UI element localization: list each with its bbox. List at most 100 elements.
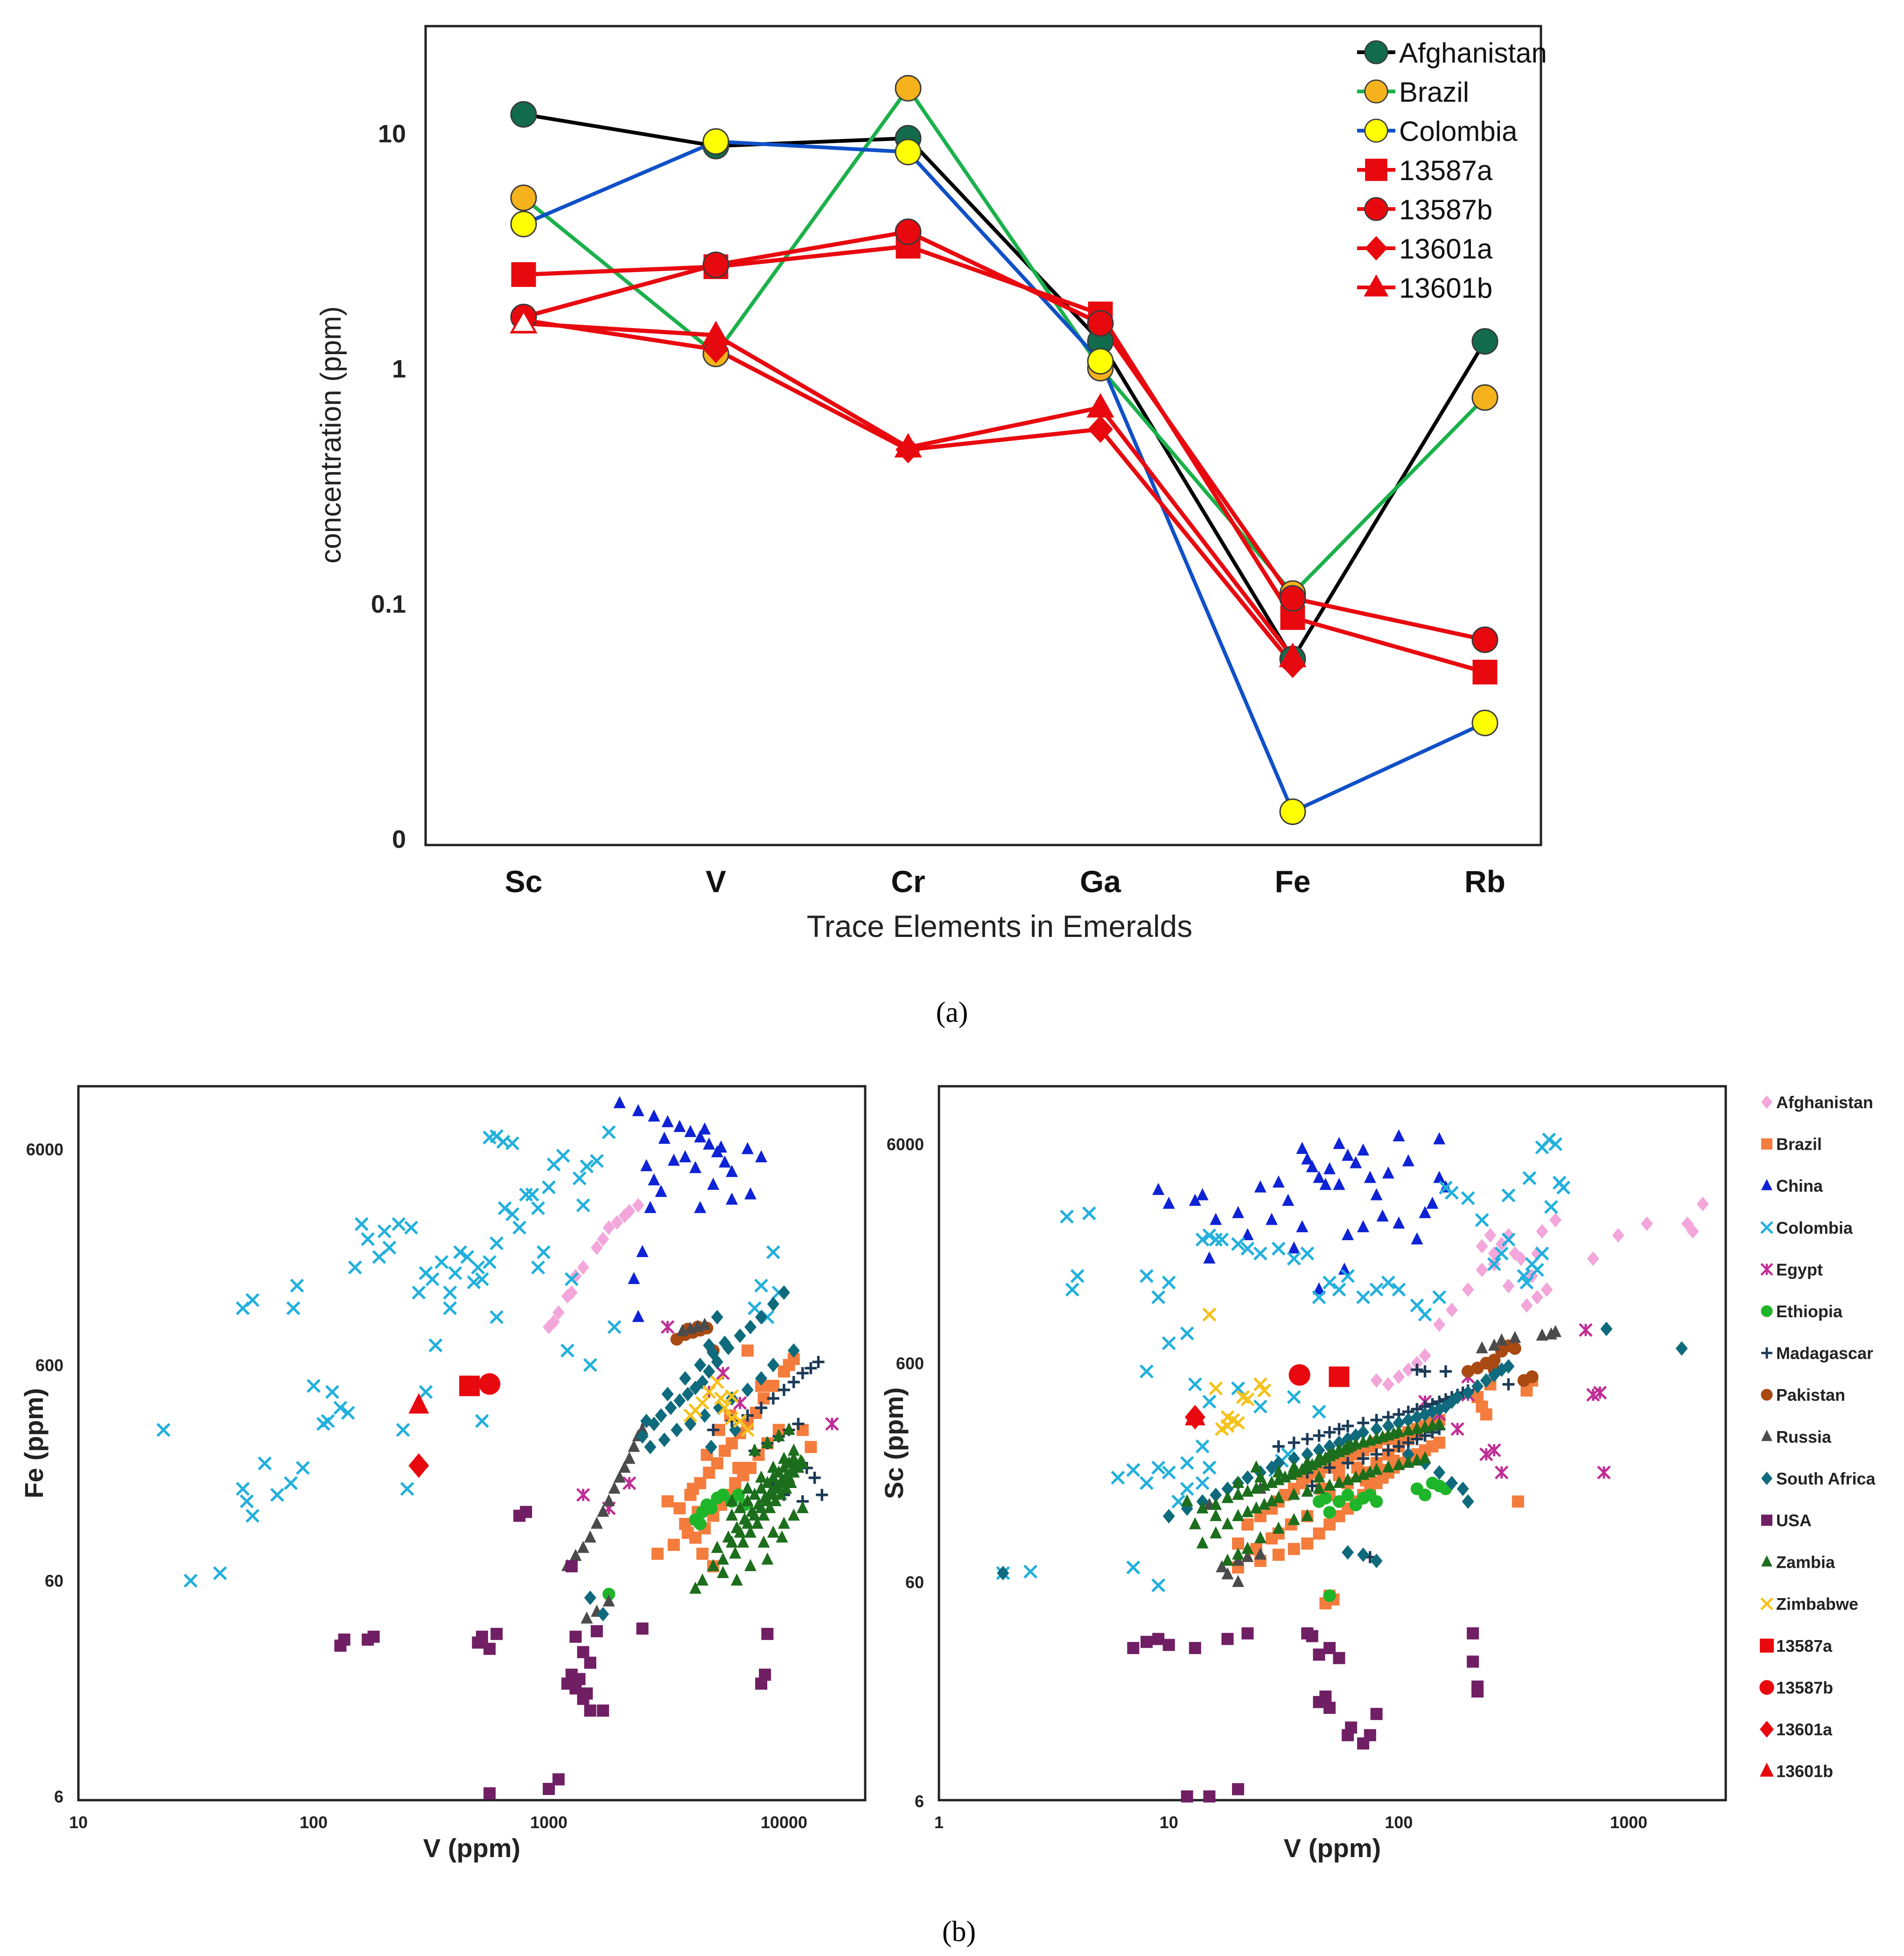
- point-zambia-31: [734, 1501, 746, 1513]
- point-russia-3: [1254, 1547, 1267, 1560]
- point-zambia-67: [761, 1552, 774, 1565]
- point-china-41: [1296, 1220, 1309, 1232]
- point-ethiopia-10: [602, 1587, 616, 1601]
- point-colombia-49: [1548, 1137, 1562, 1152]
- point-egypt-2: [1450, 1422, 1464, 1436]
- point-south-africa-24: [755, 1371, 768, 1386]
- point-china-33: [1433, 1171, 1446, 1183]
- y-tick-label: 600: [35, 1355, 63, 1375]
- point-zambia-17: [722, 1530, 735, 1543]
- point-egypt-6: [1579, 1323, 1593, 1337]
- point-zambia-80: [1250, 1460, 1263, 1473]
- point-colombia-8: [258, 1456, 272, 1471]
- point-colombia-75: [748, 1301, 762, 1315]
- point-china-25: [1376, 1209, 1389, 1222]
- point-colombia-67: [583, 1358, 597, 1372]
- point-colombia-72: [766, 1245, 780, 1259]
- point-colombia-27: [396, 1423, 410, 1437]
- point-china-23: [1364, 1171, 1376, 1183]
- point-south-africa-29: [1451, 1390, 1464, 1404]
- point-colombia-67: [1126, 1560, 1141, 1575]
- point-madagascar-37: [1439, 1365, 1452, 1378]
- point-afghanistan-3: [577, 1260, 589, 1275]
- legend-marker-afghanistan: [1761, 1095, 1772, 1109]
- point-south-africa-36: [703, 1338, 715, 1353]
- point-zambia-63: [778, 1516, 790, 1529]
- legend-label-afghanistan: Afghanistan: [1776, 1093, 1873, 1112]
- point-usa-20: [552, 1773, 565, 1786]
- point-china-5: [1210, 1213, 1222, 1225]
- point-usa-29: [569, 1630, 582, 1643]
- point-zambia-45: [1266, 1494, 1278, 1507]
- point-brazil-36: [741, 1344, 754, 1357]
- point-china-7: [703, 1137, 715, 1150]
- point-china-2: [648, 1109, 660, 1122]
- point-13587b-0: [478, 1373, 501, 1395]
- point-usa-6: [1203, 1790, 1216, 1803]
- legend-marker-13601a: [1365, 236, 1388, 261]
- point-colombia-7: [245, 1293, 260, 1307]
- legend-label-egypt: Egypt: [1776, 1260, 1823, 1279]
- point-zambia-19: [738, 1512, 751, 1525]
- legend-label-zimbabwe: Zimbabwe: [1776, 1594, 1858, 1614]
- point-colombia-27: [1312, 1290, 1326, 1305]
- point-china-12: [1288, 1241, 1300, 1254]
- point-zambia-72: [1232, 1547, 1245, 1560]
- point-south-africa-11: [734, 1328, 746, 1343]
- point-madagascar-14: [808, 1472, 821, 1484]
- point-usa-23: [759, 1669, 771, 1681]
- point-zambia-75: [1272, 1522, 1285, 1534]
- point-madagascar-33: [1502, 1378, 1515, 1390]
- point-13601a-0: [408, 1453, 429, 1478]
- point-colombia-0: [156, 1423, 171, 1437]
- point-egypt-9: [1597, 1466, 1611, 1480]
- point-colombia-33: [1381, 1275, 1395, 1290]
- point-china-38: [1333, 1178, 1345, 1190]
- point-south-africa-31: [719, 1335, 731, 1350]
- point-china-34: [1411, 1232, 1423, 1244]
- point-china-10: [1272, 1175, 1285, 1188]
- point-colombia-65: [531, 1201, 545, 1216]
- point-zambia-61: [757, 1535, 770, 1548]
- point-south-africa-20: [1382, 1418, 1394, 1433]
- point-usa-20: [1370, 1708, 1383, 1720]
- legend-label-zambia: Zambia: [1776, 1553, 1835, 1572]
- point-zambia-2: [717, 1552, 729, 1565]
- point-madagascar-0: [1272, 1440, 1285, 1453]
- point-colombia-5: [245, 1509, 260, 1523]
- data-point-brazil-sc: [510, 184, 537, 211]
- point-colombia-59: [1162, 1336, 1176, 1350]
- point-colombia-24: [377, 1224, 392, 1238]
- point-zambia-70: [1342, 1439, 1354, 1452]
- point-ethiopia-9: [1418, 1488, 1432, 1502]
- point-brazil-12: [767, 1380, 779, 1392]
- x-tick-label: 10: [69, 1813, 88, 1832]
- point-china-15: [655, 1185, 667, 1197]
- point-south-africa-44: [1342, 1545, 1354, 1560]
- point-zambia-46: [763, 1501, 776, 1513]
- legend-label-13601b: 13601b: [1399, 272, 1492, 304]
- point-brazil-37: [783, 1359, 795, 1371]
- point-afghanistan-7: [1445, 1302, 1458, 1317]
- legend-marker-zimbabwe: [1760, 1597, 1773, 1610]
- point-china-40: [1313, 1282, 1325, 1295]
- point-colombia-68: [1151, 1578, 1166, 1593]
- y-tick-label: 60: [905, 1573, 924, 1592]
- point-brazil-28: [1301, 1537, 1314, 1550]
- point-russia-4: [1221, 1567, 1234, 1579]
- point-colombia-32: [1369, 1282, 1384, 1297]
- point-madagascar-35: [1411, 1363, 1423, 1376]
- point-south-africa-22: [1402, 1412, 1414, 1427]
- point-colombia-34: [1392, 1282, 1406, 1297]
- point-madagascar-23: [1342, 1457, 1354, 1469]
- point-afghanistan-8: [1462, 1282, 1474, 1297]
- point-russia-9: [618, 1460, 631, 1473]
- series-line-13587a: [523, 244, 1486, 674]
- chart-b-right: 1 10 100 1000 6 60 600 6000 V (ppm) Sc (ppm) A…: [879, 1085, 1876, 1863]
- point-afghanistan-5: [602, 1220, 615, 1235]
- point-colombia-53: [1535, 1246, 1549, 1261]
- point-colombia-32: [425, 1272, 440, 1286]
- point-madagascar-5: [1333, 1423, 1345, 1435]
- point-zambia-73: [1241, 1542, 1254, 1554]
- point-russia-1: [569, 1549, 582, 1561]
